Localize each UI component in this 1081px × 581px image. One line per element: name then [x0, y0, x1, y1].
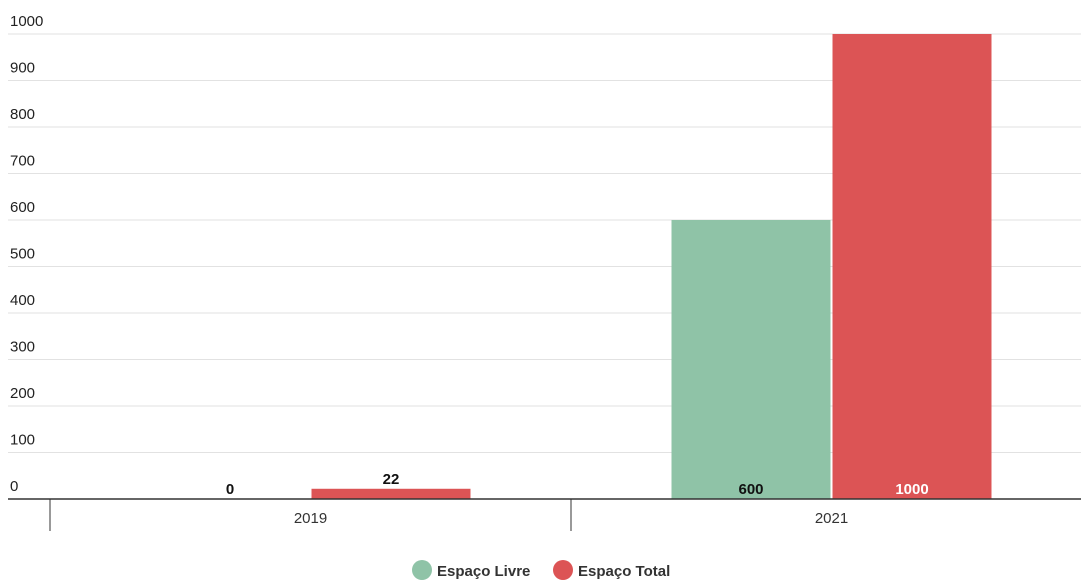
legend-swatch [412, 560, 432, 580]
y-tick-label: 300 [10, 339, 35, 356]
y-tick-label: 500 [10, 246, 35, 263]
y-tick-label: 600 [10, 199, 35, 216]
x-axis-ticks [49, 499, 572, 531]
legend-swatch [553, 560, 573, 580]
y-tick-label: 100 [10, 432, 35, 449]
y-tick-label: 700 [10, 153, 35, 170]
y-tick-label: 0 [10, 478, 18, 495]
y-tick-label: 800 [10, 106, 35, 123]
legend: Espaço Livre Espaço Total [412, 560, 670, 580]
y-tick-label: 1000 [10, 13, 43, 30]
y-tick-label: 900 [10, 60, 35, 77]
bars [311, 34, 992, 499]
bar [311, 488, 471, 499]
x-axis-tick-labels: 2019 2021 [294, 510, 848, 527]
legend-label: Espaço Total [578, 563, 670, 580]
data-label: 22 [383, 471, 400, 488]
data-label: 1000 [895, 481, 928, 498]
bar [832, 34, 992, 499]
x-tick-label: 2019 [294, 510, 327, 527]
x-tick-label: 2021 [815, 510, 848, 527]
bar [671, 220, 831, 499]
data-labels: 0 22 600 1000 [226, 471, 929, 498]
data-label: 0 [226, 481, 234, 498]
data-label: 600 [738, 481, 763, 498]
y-tick-label: 400 [10, 292, 35, 309]
y-axis-tick-labels: 0 100 200 300 400 500 600 700 800 900 1000 [10, 13, 43, 495]
legend-label: Espaço Livre [437, 563, 530, 580]
y-tick-label: 200 [10, 385, 35, 402]
